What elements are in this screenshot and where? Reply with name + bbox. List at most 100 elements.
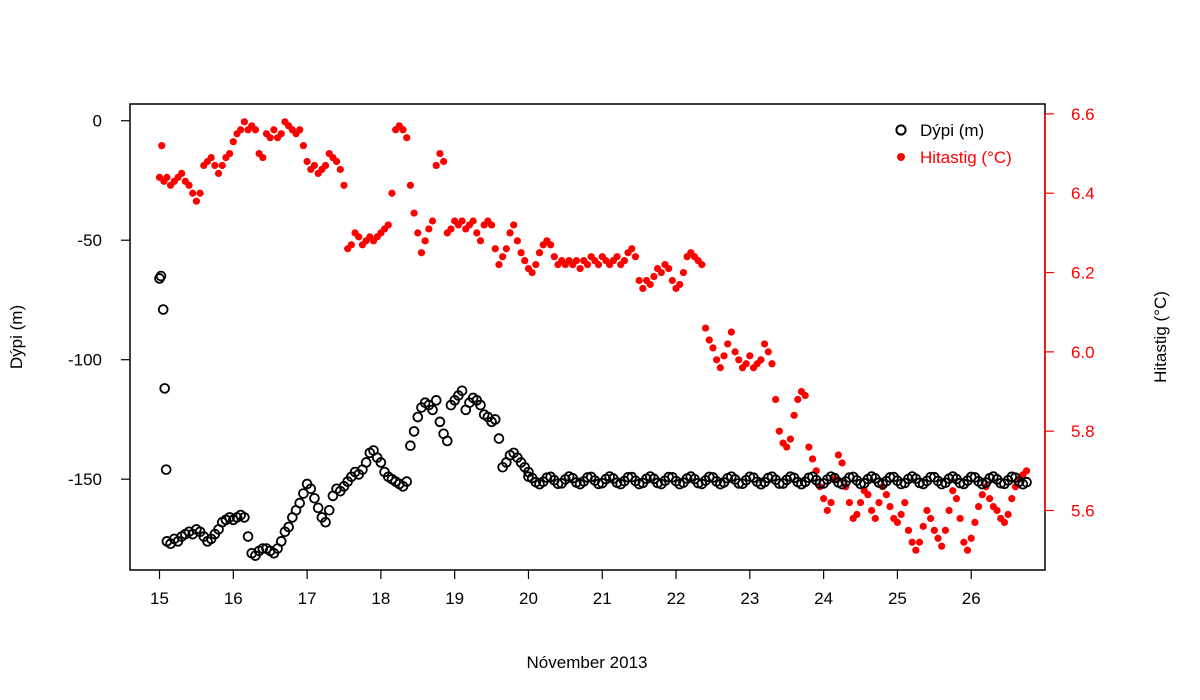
temperature-point: [218, 161, 226, 170]
temperature-point: [513, 237, 521, 245]
temperature-point: [178, 169, 186, 178]
temperature-point: [347, 241, 355, 249]
temperature-point: [620, 257, 628, 265]
temperature-point: [867, 506, 876, 515]
temperature-point: [321, 161, 330, 170]
depth-point: [703, 471, 715, 483]
temperature-point: [428, 217, 437, 225]
temperature-point: [517, 249, 525, 257]
temperature-point: [783, 443, 791, 451]
depth-point: [160, 464, 172, 475]
temperature-point: [701, 324, 710, 332]
temperature-point: [934, 534, 942, 542]
temperature-point: [1022, 467, 1031, 475]
y-right-tick-label: 6.2: [1071, 264, 1095, 283]
y-left-tick-label: -150: [68, 470, 102, 489]
temperature-point: [727, 328, 735, 336]
temperature-point: [414, 229, 422, 237]
temperature-point: [698, 261, 706, 269]
x-tick-label: 25: [888, 589, 907, 608]
legend-label-temperature: Hitastig (°C): [920, 148, 1012, 167]
temperature-point: [716, 364, 724, 372]
temperature-point: [742, 360, 750, 368]
temperature-point: [355, 233, 363, 241]
temperature-point: [277, 130, 285, 138]
depth-point: [157, 304, 169, 315]
depth-point: [312, 502, 324, 514]
temperature-point: [303, 157, 311, 166]
temperature-point: [576, 264, 584, 273]
temperature-point: [310, 161, 319, 170]
temperature-point: [960, 538, 968, 546]
depth-point: [159, 383, 170, 394]
temperature-point: [487, 221, 496, 229]
temperature-point: [425, 225, 433, 233]
depth-point: [360, 457, 372, 468]
temperature-point: [923, 506, 931, 515]
depth-point: [294, 497, 306, 509]
depth-point: [283, 521, 294, 533]
temperature-point: [399, 126, 407, 134]
temperature-point: [838, 459, 846, 467]
temperature-point: [333, 157, 341, 166]
depth-point: [405, 440, 416, 452]
temperature-point: [650, 272, 658, 281]
temperature-point: [705, 336, 713, 344]
x-tick-label: 15: [150, 589, 169, 608]
temperature-point: [1008, 495, 1016, 503]
x-tick-label: 16: [224, 589, 243, 608]
legend: Dýpi (m) Hitastig (°C): [895, 121, 1012, 167]
depth-point: [489, 414, 501, 425]
temperature-point: [417, 249, 426, 257]
temperature-point: [532, 261, 540, 269]
temperature-point: [893, 518, 902, 527]
temperature-point: [613, 253, 621, 261]
temperature-point: [676, 280, 684, 289]
temperature-point: [908, 538, 916, 546]
y-axis-left: 0 -50 -100 -150: [68, 112, 130, 489]
temperature-point: [679, 268, 688, 277]
temperature-point: [941, 526, 949, 534]
temperature-point: [635, 276, 643, 285]
temperature-point: [949, 487, 957, 495]
temperature-point: [657, 268, 665, 277]
temperature-point: [436, 149, 444, 158]
depth-point: [309, 493, 320, 504]
temperature-point: [772, 395, 780, 404]
temperature-point: [226, 149, 234, 158]
temperature-point: [240, 118, 248, 126]
temperature-point: [713, 356, 721, 364]
temperature-point: [185, 181, 193, 189]
x-tick-label: 21: [593, 589, 612, 608]
temperature-point: [709, 344, 717, 352]
temperature-point: [547, 241, 555, 249]
depth-point: [434, 416, 446, 428]
depth-point: [475, 399, 486, 411]
temperature-point: [502, 245, 510, 253]
y-left-tick-label: -50: [77, 231, 102, 250]
temperature-point: [856, 498, 865, 507]
temperature-point: [214, 169, 223, 178]
temperature-point: [163, 173, 171, 181]
temperature-point: [665, 264, 673, 273]
y-left-tick-label: -100: [68, 351, 102, 370]
temperature-point: [1000, 518, 1009, 527]
temperature-point: [746, 352, 754, 360]
temperature-point: [757, 356, 765, 364]
temperature-point: [628, 245, 636, 253]
temperature-point: [259, 153, 267, 162]
temperature-point: [768, 360, 776, 368]
temperature-point: [897, 510, 905, 519]
temperature-point: [410, 209, 418, 217]
temperature-point: [447, 225, 455, 233]
y-axis-right: 5.6 5.8 6.0 6.2 6.4 6.6: [1044, 105, 1095, 521]
depth-point: [155, 270, 167, 282]
temperature-point: [299, 142, 308, 150]
x-tick-label: 17: [298, 589, 317, 608]
temperature-point: [808, 455, 817, 463]
temperature-point: [207, 153, 215, 162]
temperature-point: [945, 506, 953, 515]
temperature-point: [432, 161, 440, 170]
temperature-point: [266, 134, 274, 142]
